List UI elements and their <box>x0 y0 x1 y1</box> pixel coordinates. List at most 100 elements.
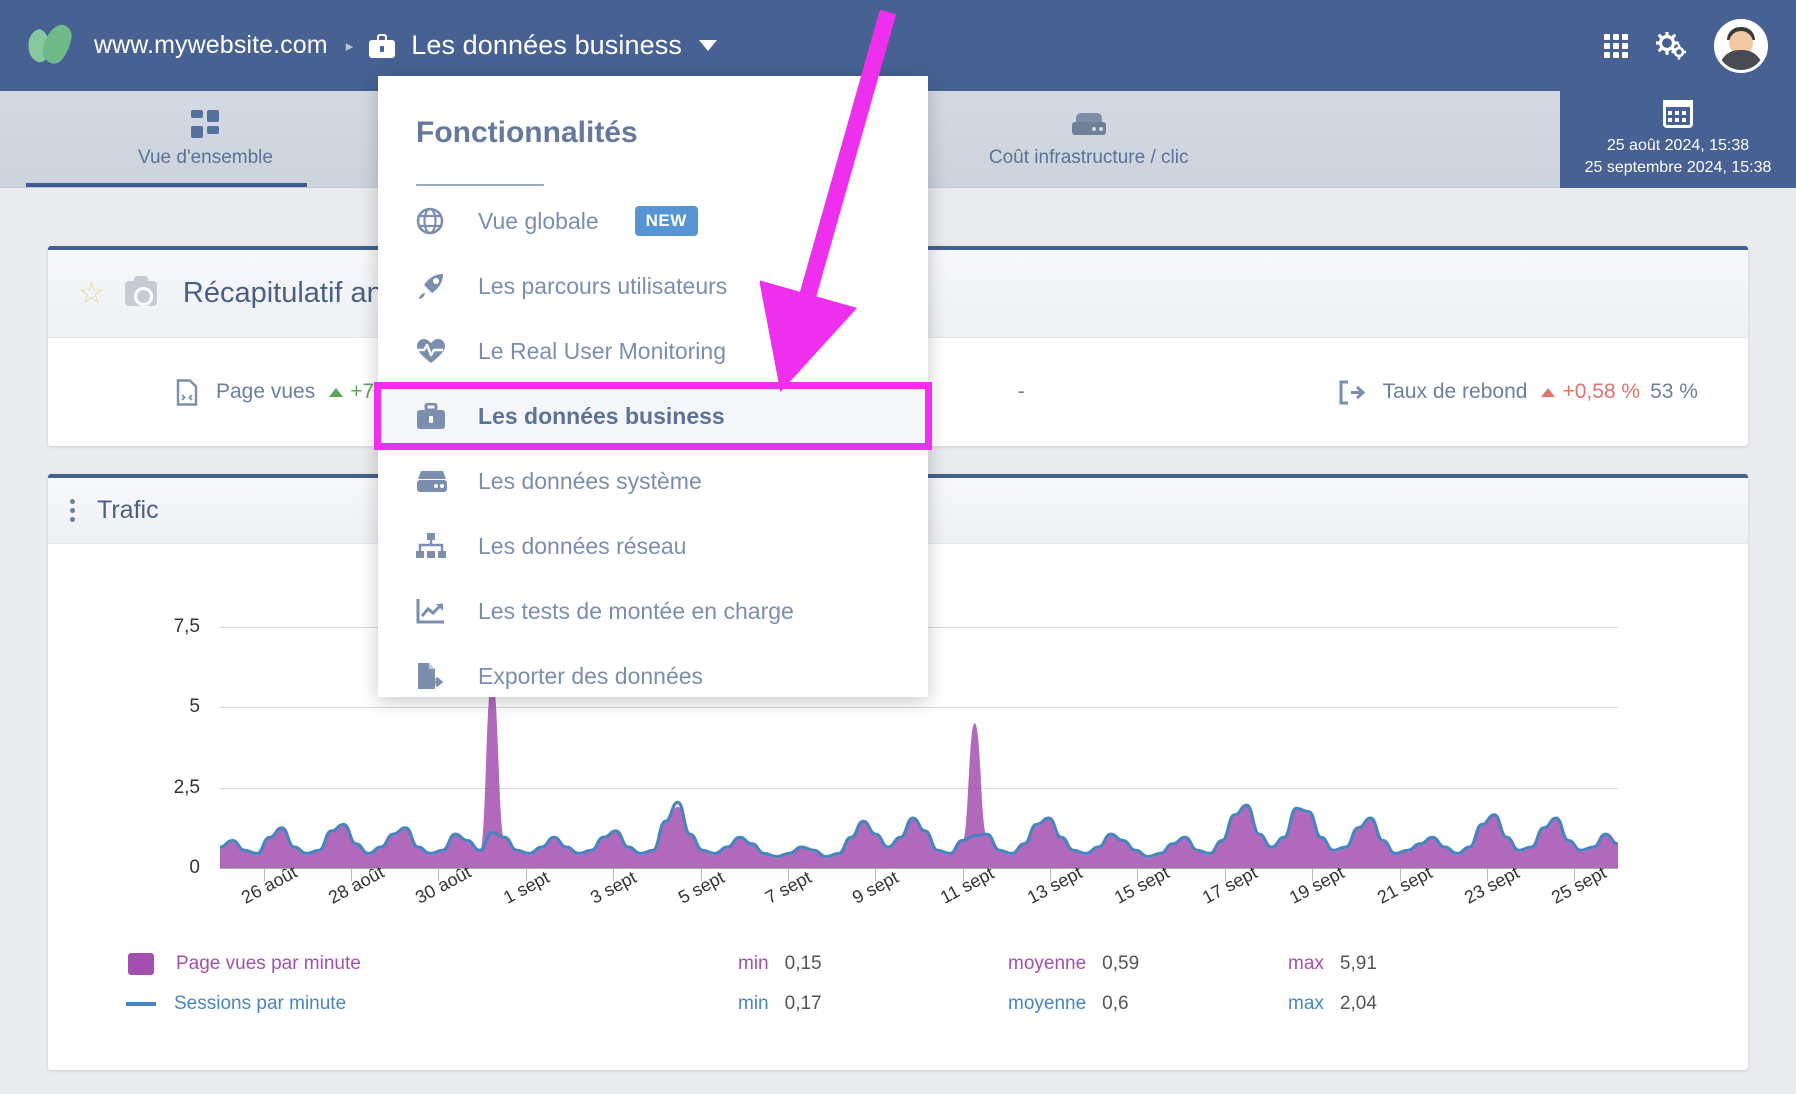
chart-gridline <box>220 707 1618 709</box>
dropdown-item-le-real-user-monitoring[interactable]: Le Real User Monitoring <box>378 321 928 381</box>
briefcase-icon <box>416 402 456 430</box>
chevron-down-icon[interactable] <box>698 40 717 51</box>
dropdown-divider <box>416 184 544 186</box>
dropdown-item-label: Les données système <box>478 467 702 494</box>
grid-apps-icon[interactable] <box>1604 33 1628 58</box>
rocket-icon <box>416 272 456 300</box>
server-icon <box>416 469 456 493</box>
dropdown-item-les-parcours-utilisateurs[interactable]: Les parcours utilisateurs <box>378 256 928 316</box>
dropdown-item-label: Exporter des données <box>478 662 704 689</box>
stat-label: moyenne <box>1008 953 1087 974</box>
dropdown-item-label: Les tests de montée en charge <box>478 597 794 624</box>
camera-icon[interactable] <box>124 276 157 306</box>
date-range-end: 25 septembre 2024, 15:38 <box>1584 159 1772 176</box>
globe-icon <box>416 207 456 235</box>
stat-min-pageviews: min 0,15 <box>738 953 822 975</box>
trend-up-icon <box>329 387 344 397</box>
summary-metrics: Page vues +72,2 % 2 S Conversion - Taux … <box>48 338 1748 446</box>
heart-pulse-icon <box>416 338 456 364</box>
chart-y-tick-label: 2,5 <box>173 776 200 798</box>
date-range-picker[interactable]: 25 août 2024, 15:38 25 septembre 2024, 1… <box>1560 91 1796 188</box>
briefcase-handle <box>377 33 388 41</box>
metric-delta: - <box>1017 380 1025 403</box>
calendar-icon <box>1663 100 1693 128</box>
chart-x-tick <box>1574 869 1576 881</box>
dropdown-item-label: Les données réseau <box>478 532 687 559</box>
tab-cout-infrastructure[interactable]: Coût infrastructure / clic <box>897 91 1231 187</box>
chart-x-tick <box>438 869 440 881</box>
series-line-sessions <box>219 800 1619 859</box>
briefcase-clasp <box>380 45 385 52</box>
leaf-logo[interactable] <box>23 21 80 68</box>
network-icon <box>416 533 456 559</box>
dropdown-item-les-donn-es-r-seau[interactable]: Les données réseau <box>378 516 928 576</box>
series-area-pageviews <box>220 677 1618 868</box>
page-title[interactable]: Les données business <box>411 30 682 60</box>
stat-label: max <box>1288 993 1324 1014</box>
legend-row-pageviews: Page vues par minute min 0,15 moyenne 0,… <box>128 944 1700 984</box>
dropdown-item-les-donn-es-syst-me[interactable]: Les données système <box>378 451 928 511</box>
breadcrumb-separator-icon: ▸ <box>345 37 354 55</box>
stat-value: 0,15 <box>784 953 822 974</box>
chart-x-tick <box>525 869 527 881</box>
features-dropdown-menu: Fonctionnalités Vue globale NEW Les parcou… <box>374 76 932 697</box>
chart-x-tick <box>1050 869 1052 881</box>
site-url[interactable]: www.mywebsite.com <box>94 31 328 59</box>
stat-label: min <box>738 993 769 1014</box>
chart-y-tick-label: 7,5 <box>173 615 200 637</box>
stat-value: 0,59 <box>1102 953 1140 974</box>
topbar-actions <box>1604 18 1768 73</box>
metric-label: Page vues <box>216 380 316 403</box>
chart-x-tick <box>613 869 615 881</box>
chart-x-tick <box>962 869 964 881</box>
top-bar: www.mywebsite.com ▸ Les données business <box>0 0 1796 91</box>
chart-gridline <box>220 787 1618 789</box>
chart-legend: Page vues par minute min 0,15 moyenne 0,… <box>126 944 1700 1024</box>
chart-x-tick <box>351 869 353 881</box>
chart-x-tick <box>700 869 702 881</box>
page-doc-icon <box>176 378 198 406</box>
leaf-shape-right <box>40 21 74 66</box>
avatar-body <box>1719 49 1763 70</box>
exit-arrow-icon <box>1338 380 1365 405</box>
stat-label: max <box>1288 953 1324 974</box>
stat-max-pageviews: max 5,91 <box>1288 953 1377 975</box>
dropdown-items: Vue globale NEW Les parcours utilisateurs L… <box>374 191 932 706</box>
dropdown-item-label: Vue globale <box>478 207 599 234</box>
legend-label: Page vues par minute <box>176 953 361 974</box>
tab-label: Coût infrastructure / clic <box>988 146 1189 168</box>
dropdown-item-vue-globale[interactable]: Vue globale NEW <box>378 191 928 251</box>
stat-value: 0,17 <box>784 993 822 1014</box>
stat-label: moyenne <box>1008 993 1087 1014</box>
dropdown-item-exporter-des-donn-es[interactable]: Exporter des données <box>378 646 928 706</box>
stat-value: 0,6 <box>1102 993 1129 1014</box>
load-test-chart-icon <box>416 598 456 624</box>
chart-x-tick <box>263 869 265 881</box>
chart-y-tick-label: 5 <box>189 696 200 718</box>
star-icon[interactable]: ☆ <box>78 277 105 310</box>
chart-x-tick <box>1312 869 1314 881</box>
chart-x-tick <box>1399 869 1401 881</box>
kebab-menu-icon[interactable] <box>70 499 75 522</box>
server-icon <box>1071 110 1106 138</box>
dropdown-item-les-donn-es-business[interactable]: Les données business <box>374 382 932 450</box>
export-file-icon <box>416 662 456 690</box>
chart-series-layer <box>219 677 1619 868</box>
chart-x-tick <box>1224 869 1226 881</box>
dropdown-item-label: Les parcours utilisateurs <box>478 272 728 299</box>
gear-icon[interactable] <box>1655 30 1687 60</box>
dashboard-grid-icon <box>191 109 220 138</box>
date-range-start: 25 août 2024, 15:38 <box>1606 137 1750 154</box>
tab-label: Vue d'ensemble <box>138 146 273 168</box>
dropdown-title: Fonctionnalités <box>416 116 638 149</box>
chart-x-tick <box>1137 869 1139 881</box>
chart-x-tick <box>875 869 877 881</box>
metric-label: Taux de rebond <box>1382 380 1528 403</box>
dropdown-item-les-tests-de-mont-e-en-charge[interactable]: Les tests de montée en charge <box>378 581 928 641</box>
stat-value: 2,04 <box>1339 993 1377 1014</box>
chart-x-tick <box>1486 869 1488 881</box>
tab-vue-densemble[interactable]: Vue d'ensemble <box>0 91 333 187</box>
chart-x-tick <box>787 869 789 881</box>
avatar[interactable] <box>1714 18 1768 73</box>
stat-min-sessions: min 0,17 <box>738 993 822 1015</box>
